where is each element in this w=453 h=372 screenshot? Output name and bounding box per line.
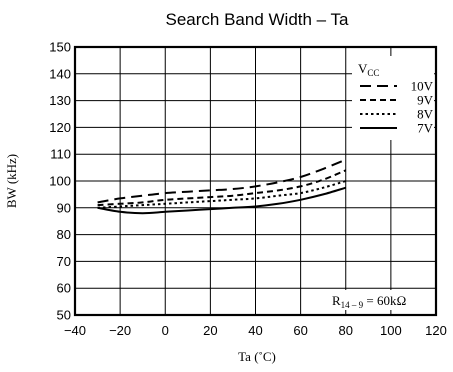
y-tick-label: 60 — [57, 281, 71, 296]
y-tick-label: 110 — [50, 147, 71, 162]
y-tick-label: 120 — [49, 120, 71, 135]
series-line-2 — [97, 180, 347, 209]
annotation-sub: 14 – 9 — [341, 300, 364, 310]
x-tick-label: 100 — [380, 323, 402, 338]
y-tick-label: 130 — [49, 93, 71, 108]
y-tick-label: 70 — [57, 254, 71, 269]
annotation-suffix: = 60kΩ — [363, 293, 406, 308]
x-tick-label: 120 — [425, 323, 447, 338]
plot-frame — [73, 45, 438, 317]
x-tick-label: 20 — [203, 323, 217, 338]
x-tick-labels: −40 −20 0 20 40 60 80 100 120 — [64, 323, 447, 338]
annotation-prefix: R — [332, 293, 341, 308]
y-tick-label: 50 — [57, 308, 71, 323]
y-tick-label: 140 — [49, 66, 71, 81]
x-tick-label: 40 — [248, 323, 262, 338]
x-tick-label: 0 — [162, 323, 169, 338]
series-line-1 — [97, 169, 347, 207]
y-tick-label: 100 — [49, 174, 71, 189]
legend-title: VCC — [358, 61, 379, 78]
series-line-3 — [97, 186, 347, 215]
annotation-background — [328, 290, 434, 310]
x-axis-label: Ta (˚C) — [238, 349, 276, 364]
y-tick-label: 150 — [49, 40, 71, 55]
y-axis-label: BW (kHz) — [4, 154, 19, 208]
chart-title: Search Band Width – Ta — [165, 10, 349, 29]
x-tick-label: −20 — [109, 323, 131, 338]
y-tick-labels: 50 60 70 80 90 100 110 120 130 140 150 — [49, 40, 71, 323]
legend-title-sub: CC — [367, 68, 379, 78]
legend-label-3: 7V — [417, 121, 434, 136]
y-tick-label: 90 — [57, 200, 71, 215]
x-tick-label: 60 — [293, 323, 307, 338]
legend-background — [352, 56, 434, 140]
legend-title-main: V — [358, 61, 368, 76]
legend-label-0: 10V — [411, 79, 434, 94]
series-lines — [97, 158, 347, 215]
y-tick-label: 80 — [57, 227, 71, 242]
series-line-0 — [97, 158, 347, 204]
x-tick-label: 80 — [339, 323, 353, 338]
resistor-annotation: R14 – 9 = 60kΩ — [332, 293, 407, 310]
x-tick-label: −40 — [64, 323, 86, 338]
legend-label-2: 8V — [417, 107, 434, 122]
legend-label-1: 9V — [417, 93, 434, 108]
